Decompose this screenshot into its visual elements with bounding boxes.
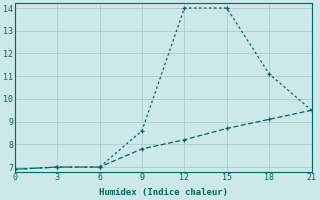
X-axis label: Humidex (Indice chaleur): Humidex (Indice chaleur): [99, 188, 228, 197]
